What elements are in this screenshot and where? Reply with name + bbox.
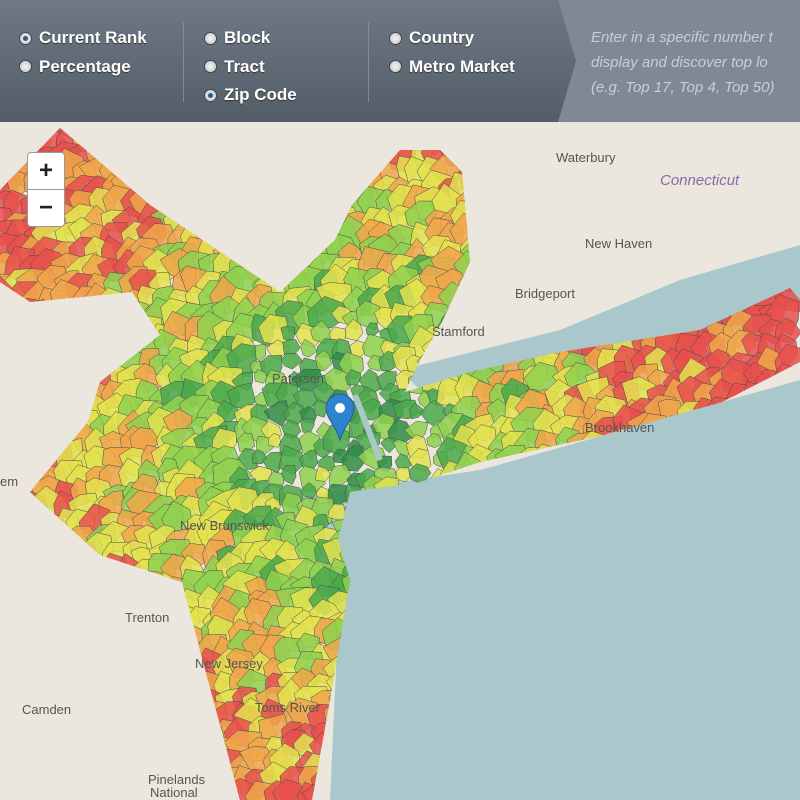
map-label: Camden <box>22 702 71 717</box>
zip-area <box>341 445 367 472</box>
radio-label: Country <box>409 28 475 48</box>
radio-button[interactable] <box>205 61 216 73</box>
map-label: Connecticut <box>660 172 740 189</box>
zip-area <box>254 369 268 384</box>
hint-line: Enter in a specific number t <box>591 29 773 46</box>
zip-area <box>298 449 318 469</box>
radio-option[interactable]: Percentage <box>20 53 147 82</box>
map-label: em <box>0 474 18 489</box>
zip-area <box>315 465 332 482</box>
radio-button[interactable] <box>205 89 216 101</box>
radio-button[interactable] <box>20 61 31 73</box>
zip-area <box>280 352 303 370</box>
zip-area <box>268 433 281 448</box>
radio-button[interactable] <box>390 61 401 73</box>
zip-area <box>426 433 444 448</box>
zip-area <box>292 368 323 392</box>
pin[interactable] <box>325 393 355 442</box>
river <box>352 393 383 462</box>
zip-area <box>395 467 411 482</box>
zip-area <box>300 338 318 358</box>
ocean <box>280 380 800 800</box>
hint-box[interactable] <box>558 0 800 122</box>
zip-area <box>281 465 297 485</box>
zoom-out[interactable]: − <box>27 189 65 227</box>
map-label: New Haven <box>585 236 652 251</box>
map-label: New Brunswick <box>180 518 269 533</box>
zip-area <box>380 437 397 454</box>
map-label: Bridgeport <box>515 286 575 301</box>
toolbar: Current Rank Percentage Block Tract Zip Cod… <box>0 0 800 122</box>
map-label: Pinelands <box>148 772 206 787</box>
map-label: Paterson <box>272 371 324 386</box>
zip-area <box>313 399 328 418</box>
map-label: Trenton <box>125 610 169 625</box>
radio-label: Block <box>224 28 271 48</box>
geography-group: Block Tract Zip Code <box>205 24 297 110</box>
radio-label: Metro Market <box>409 56 515 76</box>
map-label: Brookhaven <box>585 420 654 435</box>
radio-label: Current Rank <box>39 28 147 48</box>
hint-line: (e.g. Top 17, Top 4, Top 50) <box>591 79 775 96</box>
map-label: National <box>150 785 198 800</box>
radio-button[interactable] <box>20 32 31 44</box>
radio-label: Percentage <box>39 56 131 76</box>
map-label: New Jersey <box>195 656 263 671</box>
radio-option[interactable]: Block <box>205 24 297 53</box>
separator <box>183 22 184 102</box>
radio-option[interactable]: Zip Code <box>205 81 297 110</box>
radio-button[interactable] <box>390 32 401 44</box>
rank-group: Current Rank Percentage <box>20 24 147 81</box>
radio-label: Zip Code <box>224 85 297 105</box>
radio-label: Tract <box>224 56 265 76</box>
radio-option[interactable]: Metro Market <box>390 53 515 82</box>
map-label: Waterbury <box>556 150 616 165</box>
hint-line: display and discover top lo <box>591 54 768 71</box>
radio-option[interactable]: Current Rank <box>20 24 147 53</box>
zip-area <box>300 482 318 499</box>
zip-area <box>272 778 308 800</box>
sound <box>400 245 800 400</box>
separator <box>368 22 369 102</box>
zip-area <box>314 350 332 372</box>
map-label: Stamford <box>432 324 485 339</box>
hint[interactable]: Enter in a specific number t display and … <box>591 25 774 100</box>
radio-option[interactable]: Tract <box>205 53 297 82</box>
zip-area <box>409 402 426 420</box>
zoom-in[interactable]: + <box>27 152 65 190</box>
scope-group: Country Metro Market <box>390 24 515 81</box>
map-label: Toms River <box>255 700 321 715</box>
radio-button[interactable] <box>205 32 216 44</box>
radio-option[interactable]: Country <box>390 24 515 53</box>
zip-area <box>365 322 380 336</box>
